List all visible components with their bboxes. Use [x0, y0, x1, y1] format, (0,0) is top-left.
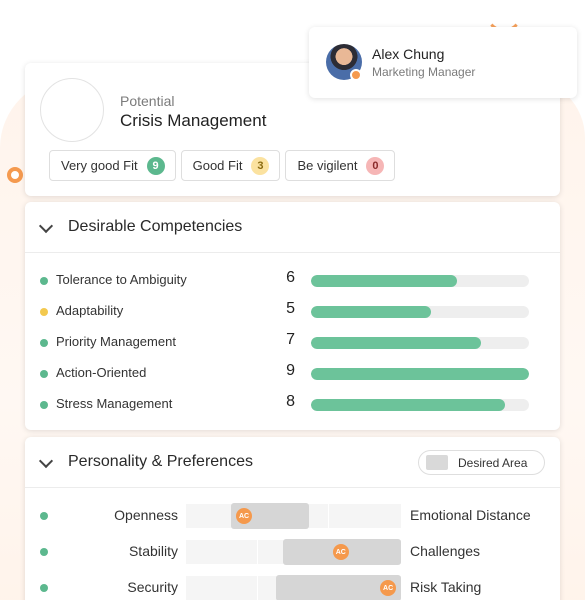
status-dot-icon [40, 277, 48, 285]
competency-score: 6 [286, 269, 295, 286]
competency-score: 7 [286, 331, 295, 348]
competency-name: Priority Management [56, 334, 176, 349]
trait-left-label: Stability [128, 543, 178, 559]
competency-row: Action-Oriented 9 [25, 362, 560, 386]
score-bar-fill [311, 337, 482, 349]
fit-badges: Very good Fit 9 Good Fit 3 Be vigilent 0 [49, 150, 396, 181]
status-dot-icon [40, 308, 48, 316]
ac-marker[interactable]: AC [236, 508, 253, 524]
user-role: Marketing Manager [372, 65, 476, 79]
competency-score: 8 [286, 393, 295, 410]
competency-name: Tolerance to Ambiguity [56, 272, 187, 287]
score-bar [311, 306, 529, 318]
ac-marker[interactable]: AC [380, 580, 397, 596]
status-dot-icon [40, 401, 48, 409]
trait-right-label: Emotional Distance [410, 507, 531, 523]
score-bar-fill [311, 306, 431, 318]
user-card[interactable]: Alex Chung Marketing Manager [309, 27, 577, 98]
fit-badge-be-vigilent[interactable]: Be vigilent 0 [285, 150, 396, 181]
desired-area-legend: Desired Area [418, 450, 545, 475]
fit-badge-label: Be vigilent [297, 158, 358, 173]
status-dot-icon [40, 548, 48, 556]
competency-name: Adaptability [56, 303, 124, 318]
competencies-card: Desirable Competencies Tolerance to Ambi… [25, 202, 560, 430]
trait-right-label: Risk Taking [410, 579, 482, 595]
chevron-down-icon[interactable] [38, 453, 54, 469]
fit-badge-good[interactable]: Good Fit 3 [180, 150, 281, 181]
status-dot-icon [40, 370, 48, 378]
competency-score: 5 [286, 300, 295, 317]
personality-row: Stability AC Challenges [25, 539, 560, 565]
competency-row: Tolerance to Ambiguity 6 [25, 269, 560, 293]
trait-right-label: Challenges [410, 543, 481, 559]
scale-divider [256, 540, 258, 564]
trait-left-label: Security [127, 579, 178, 595]
scale-divider [256, 576, 258, 600]
competency-row: Priority Management 7 [25, 331, 560, 355]
potential-label: Potential [120, 93, 175, 109]
fit-badge-label: Good Fit [192, 158, 243, 173]
status-dot-icon [40, 584, 48, 592]
fit-count-badge: 9 [146, 156, 165, 175]
scale-divider [327, 504, 329, 528]
potential-image-placeholder [40, 78, 104, 142]
competency-name: Stress Management [56, 396, 173, 411]
trait-scale: AC [186, 539, 401, 565]
fit-badge-very-good[interactable]: Very good Fit 9 [49, 150, 176, 181]
legend-swatch [426, 455, 448, 470]
competency-name: Action-Oriented [56, 365, 147, 380]
legend-label: Desired Area [458, 455, 528, 470]
score-bar [311, 337, 529, 349]
potential-title: Crisis Management [120, 111, 267, 130]
score-bar [311, 275, 529, 287]
score-bar-fill [311, 399, 506, 411]
score-bar-fill [311, 275, 458, 287]
score-bar [311, 399, 529, 411]
competency-row: Stress Management 8 [25, 393, 560, 417]
score-bar [311, 368, 529, 380]
score-bar-fill [311, 368, 529, 380]
status-dot-icon [40, 339, 48, 347]
status-dot-icon [40, 512, 48, 520]
personality-header[interactable]: Personality & Preferences Desired Area [25, 437, 560, 488]
competency-score: 9 [286, 362, 295, 379]
section-title: Personality & Preferences [68, 453, 253, 470]
fit-badge-label: Very good Fit [61, 158, 138, 173]
user-name: Alex Chung [372, 46, 445, 62]
fit-count-badge: 0 [366, 156, 385, 175]
competencies-header[interactable]: Desirable Competencies [25, 202, 560, 253]
trait-scale: AC [186, 503, 401, 529]
personality-row: Security AC Risk Taking [25, 575, 560, 600]
section-title: Desirable Competencies [68, 218, 243, 235]
status-dot-icon [350, 69, 362, 81]
decorative-ring-icon [7, 167, 23, 183]
ac-marker[interactable]: AC [332, 544, 349, 560]
competency-row: Adaptability 5 [25, 300, 560, 324]
trait-left-label: Openness [114, 507, 178, 523]
trait-scale: AC [186, 575, 401, 600]
fit-count-badge: 3 [251, 156, 270, 175]
personality-card: Personality & Preferences Desired Area O… [25, 437, 560, 600]
personality-row: Openness AC Emotional Distance [25, 503, 560, 529]
chevron-down-icon[interactable] [38, 218, 54, 234]
